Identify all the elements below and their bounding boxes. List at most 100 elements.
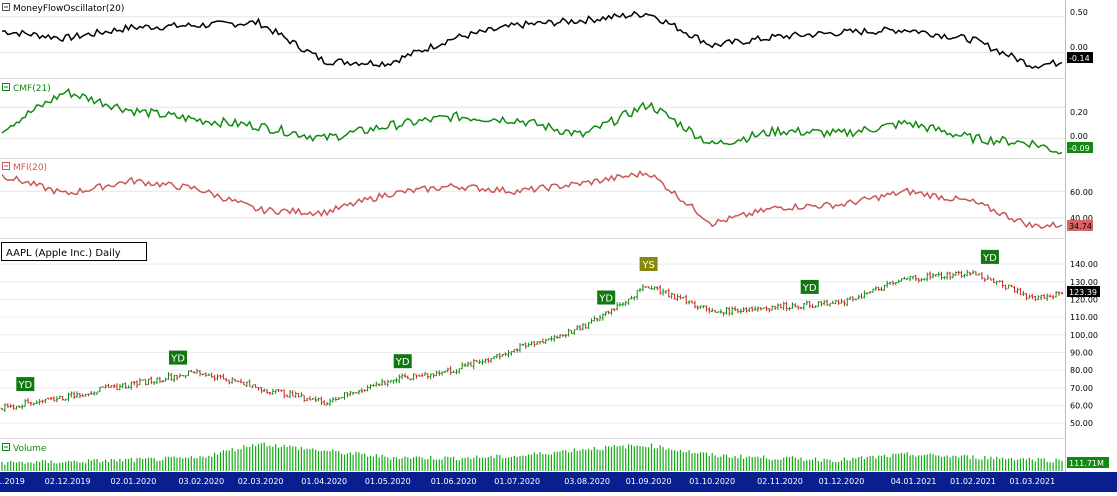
volume-bar — [1055, 458, 1057, 471]
price-bar — [940, 271, 943, 280]
volume-bar — [24, 463, 26, 471]
signal-marker[interactable]: YD — [393, 354, 412, 369]
volume-bar — [136, 458, 138, 471]
signal-label: YD — [982, 253, 997, 264]
volume-header[interactable]: Volume — [2, 443, 47, 455]
volume-bar — [1031, 459, 1033, 471]
price-bar — [432, 373, 435, 378]
price-bar — [785, 301, 788, 312]
signal-marker[interactable]: YS — [639, 257, 658, 271]
volume-bar — [697, 453, 699, 471]
volume-bar — [533, 452, 535, 471]
price-bar — [661, 288, 665, 296]
price-bar — [719, 309, 722, 314]
price-bar — [613, 308, 616, 312]
price-bar — [446, 367, 449, 373]
price-bar — [213, 374, 216, 382]
signal-marker[interactable]: YD — [597, 290, 616, 305]
price-bar — [702, 305, 705, 309]
price-bar — [366, 384, 369, 392]
volume-bar — [283, 444, 285, 471]
volume-bar — [1049, 462, 1051, 471]
price-bar — [693, 300, 697, 309]
volume-bar — [142, 459, 144, 471]
signal-marker[interactable]: YD — [980, 249, 999, 264]
volume-bar — [341, 453, 343, 471]
volume-bar — [800, 457, 802, 471]
price-bar — [1016, 287, 1019, 294]
mfo-header[interactable]: MoneyFlowOscillator(20) — [2, 3, 125, 15]
price-bar — [1046, 293, 1049, 301]
volume-bar — [978, 459, 980, 471]
volume-bar — [453, 456, 455, 471]
signal-marker[interactable]: YD — [16, 377, 35, 392]
price-bar — [590, 318, 593, 324]
price-bar — [389, 380, 392, 383]
price-bar — [337, 397, 340, 400]
price-bar — [768, 308, 771, 313]
price-bar — [1022, 291, 1025, 297]
price-bar — [198, 370, 202, 377]
volume-bar — [999, 458, 1001, 471]
price-bar — [201, 373, 205, 376]
signal-marker[interactable]: YD — [169, 350, 187, 365]
volume-bar — [96, 459, 98, 471]
cmf-header[interactable]: CMF(21) — [2, 83, 51, 95]
price-bar — [409, 378, 412, 381]
volume-bar — [935, 455, 937, 471]
volume-bar — [582, 448, 584, 471]
price-bar — [848, 296, 852, 301]
price-bar — [908, 276, 912, 282]
price-bar — [504, 352, 507, 356]
volume-bar — [539, 452, 541, 471]
price-bar — [472, 359, 475, 370]
price-bar — [280, 389, 283, 392]
signal-marker[interactable]: YD — [800, 279, 819, 294]
price-bar — [260, 386, 263, 394]
volume-bar — [410, 458, 412, 471]
volume-bar — [691, 453, 693, 471]
volume-bar — [826, 459, 828, 471]
price-bar — [395, 377, 398, 384]
price-bar — [846, 297, 849, 307]
signal-label: YD — [802, 283, 817, 294]
date-axis-labels: 01.11.2019 02.12.2019 02.01.2020 03.02.2020… — [0, 477, 1055, 486]
volume-bar — [990, 456, 992, 471]
price-bar — [998, 280, 1001, 283]
cmf-label: CMF(21) — [13, 84, 51, 94]
price-bar — [334, 396, 337, 402]
volume-bar — [7, 462, 9, 471]
volume-bar — [869, 456, 871, 471]
price-bar — [245, 381, 248, 387]
volume-bar — [720, 456, 722, 471]
price-bar — [12, 404, 15, 410]
price-bar — [868, 291, 872, 294]
price-bar — [320, 396, 323, 405]
price-bar — [820, 300, 823, 307]
volume-bar — [272, 446, 274, 471]
volume-bar — [306, 448, 308, 471]
volume-bar — [44, 460, 46, 471]
y-tick: 60.00 — [1070, 402, 1093, 411]
price-bar — [705, 305, 708, 312]
price-bar — [541, 338, 545, 344]
volume-bar — [1037, 458, 1039, 471]
price-bar — [323, 399, 326, 406]
price-bar — [547, 338, 550, 341]
volume-bar — [375, 454, 377, 471]
volume-bar — [289, 445, 291, 471]
price-bar — [294, 391, 297, 398]
price-bar — [398, 374, 401, 384]
price-bar — [225, 377, 228, 382]
price-bar — [817, 301, 820, 308]
price-bar — [386, 379, 389, 387]
price-bar — [699, 305, 702, 310]
volume-bar — [47, 462, 49, 471]
price-bar — [926, 272, 929, 282]
date-label: 02.12.2019 — [45, 477, 91, 486]
mfi-header[interactable]: MFI(20) — [2, 162, 48, 174]
volume-bar — [275, 444, 277, 471]
price-bar — [618, 302, 622, 307]
volume-bar — [728, 457, 730, 471]
